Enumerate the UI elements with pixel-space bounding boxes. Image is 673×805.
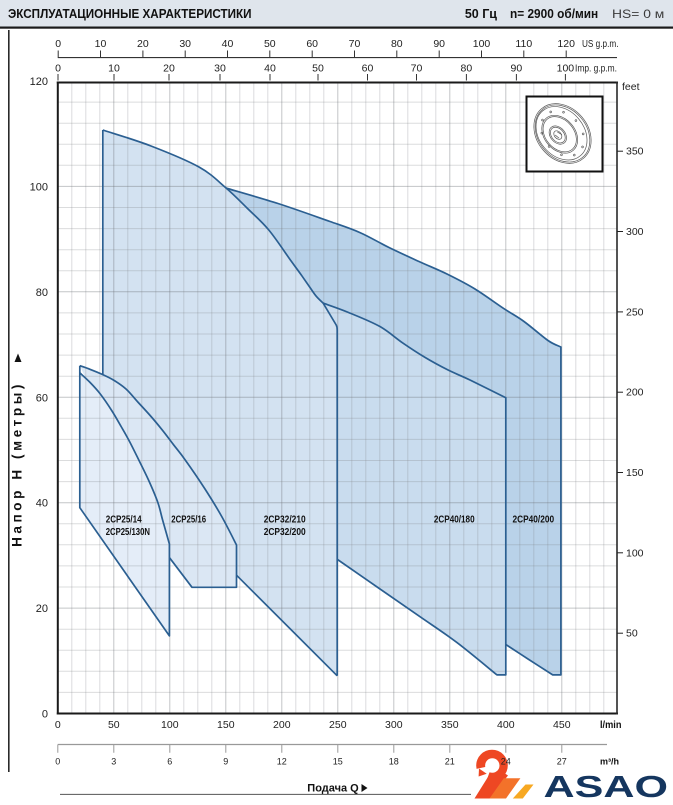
svg-text:100: 100 <box>30 181 48 193</box>
svg-text:0: 0 <box>55 63 61 75</box>
svg-text:l/min: l/min <box>600 719 622 731</box>
svg-text:12: 12 <box>277 757 287 767</box>
svg-text:110: 110 <box>515 38 532 50</box>
svg-text:50: 50 <box>312 63 324 75</box>
svg-text:350: 350 <box>626 146 644 158</box>
svg-text:Imp. g.p.m.: Imp. g.p.m. <box>575 63 617 75</box>
svg-text:2CP25/16: 2CP25/16 <box>171 515 206 526</box>
svg-text:50: 50 <box>264 38 276 50</box>
svg-text:0: 0 <box>42 709 48 721</box>
svg-text:100: 100 <box>161 719 179 731</box>
svg-text:ASAO: ASAO <box>544 769 669 800</box>
svg-text:90: 90 <box>511 63 523 75</box>
svg-text:30: 30 <box>214 63 226 75</box>
svg-text:feet: feet <box>622 81 640 93</box>
svg-text:30: 30 <box>179 38 191 50</box>
svg-text:60: 60 <box>36 392 48 404</box>
svg-text:2CP25/130N: 2CP25/130N <box>106 527 150 538</box>
svg-text:120: 120 <box>30 76 48 88</box>
svg-text:40: 40 <box>264 63 276 75</box>
svg-text:70: 70 <box>349 38 361 50</box>
svg-text:150: 150 <box>626 467 644 479</box>
svg-text:2CP32/200: 2CP32/200 <box>264 527 306 538</box>
svg-text:60: 60 <box>362 63 374 75</box>
svg-text:2CP40/200: 2CP40/200 <box>513 515 555 526</box>
svg-text:0: 0 <box>55 757 60 767</box>
svg-text:27: 27 <box>557 757 567 767</box>
svg-text:20: 20 <box>163 63 175 75</box>
svg-text:US g.p.m.: US g.p.m. <box>582 38 619 50</box>
svg-text:HS= 0 м: HS= 0 м <box>612 7 664 21</box>
svg-text:250: 250 <box>329 719 347 731</box>
svg-text:80: 80 <box>391 38 403 50</box>
svg-text:ЭКСПЛУАТАЦИОННЫЕ ХАРАКТЕРИСТИК: ЭКСПЛУАТАЦИОННЫЕ ХАРАКТЕРИСТИКИ <box>8 7 252 21</box>
svg-text:10: 10 <box>108 63 120 75</box>
svg-text:100: 100 <box>557 63 575 75</box>
svg-text:m³/h: m³/h <box>600 757 619 767</box>
svg-text:100: 100 <box>473 38 491 50</box>
svg-text:24: 24 <box>501 757 511 767</box>
svg-text:70: 70 <box>411 63 423 75</box>
svg-text:20: 20 <box>137 38 149 50</box>
svg-text:n= 2900 об/мин: n= 2900 об/мин <box>510 7 598 21</box>
svg-text:10: 10 <box>95 38 107 50</box>
svg-text:2CP32/210: 2CP32/210 <box>264 515 306 526</box>
svg-text:Подача Q: Подача Q <box>307 783 359 795</box>
svg-text:120: 120 <box>557 38 575 50</box>
svg-text:400: 400 <box>497 719 515 731</box>
svg-text:2CP40/180: 2CP40/180 <box>434 515 475 526</box>
svg-text:60: 60 <box>306 38 318 50</box>
svg-text:3: 3 <box>111 757 116 767</box>
svg-text:18: 18 <box>389 757 399 767</box>
svg-text:100: 100 <box>626 547 644 559</box>
svg-text:350: 350 <box>441 719 459 731</box>
svg-text:80: 80 <box>36 287 48 299</box>
svg-text:40: 40 <box>36 498 48 510</box>
svg-text:2CP25/14: 2CP25/14 <box>106 515 142 526</box>
svg-text:9: 9 <box>223 757 228 767</box>
svg-text:200: 200 <box>626 387 644 399</box>
svg-text:450: 450 <box>553 719 571 731</box>
svg-text:50: 50 <box>108 719 120 731</box>
svg-text:90: 90 <box>433 38 445 50</box>
svg-text:250: 250 <box>626 306 644 318</box>
svg-text:0: 0 <box>55 38 61 50</box>
svg-text:300: 300 <box>626 226 644 238</box>
svg-text:15: 15 <box>333 757 343 767</box>
svg-text:200: 200 <box>273 719 291 731</box>
svg-text:150: 150 <box>217 719 235 731</box>
svg-text:Напор H (метры): Напор H (метры) <box>10 381 25 547</box>
svg-text:50 Гц: 50 Гц <box>465 7 497 21</box>
svg-text:6: 6 <box>167 757 172 767</box>
svg-text:50: 50 <box>626 628 638 640</box>
svg-text:300: 300 <box>385 719 403 731</box>
svg-text:21: 21 <box>445 757 455 767</box>
svg-text:20: 20 <box>36 603 48 615</box>
svg-text:40: 40 <box>222 38 234 50</box>
svg-text:0: 0 <box>55 719 61 731</box>
svg-text:80: 80 <box>461 63 473 75</box>
